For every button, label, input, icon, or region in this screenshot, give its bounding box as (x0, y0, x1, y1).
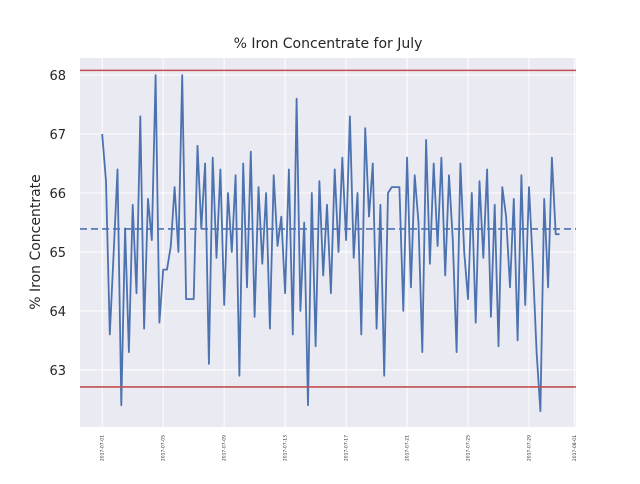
y-tick-label: 63 (49, 364, 66, 379)
x-tick-label: 2017-07-17 (344, 435, 350, 461)
y-axis-label: % Iron Concentrate (28, 174, 44, 310)
y-tick-label: 64 (49, 305, 66, 320)
x-tick-label: 2017-07-01 (100, 435, 106, 461)
y-tick-label: 68 (49, 69, 66, 84)
x-tick-label: 2017-08-01 (572, 435, 578, 461)
x-tick-label: 2017-07-05 (161, 435, 167, 461)
y-tick-label: 65 (49, 246, 66, 261)
y-tick-label: 67 (49, 128, 66, 143)
x-tick-label: 2017-07-13 (283, 435, 289, 461)
x-tick-label: 2017-07-21 (405, 435, 411, 461)
x-tick-label: 2017-07-29 (527, 435, 533, 461)
x-tick-label: 2017-07-09 (222, 435, 228, 461)
x-tick-label: 2017-07-25 (466, 435, 472, 461)
data-line (101, 74, 560, 412)
chart-title: % Iron Concentrate for July (234, 36, 423, 52)
y-tick-label: 66 (49, 187, 66, 202)
